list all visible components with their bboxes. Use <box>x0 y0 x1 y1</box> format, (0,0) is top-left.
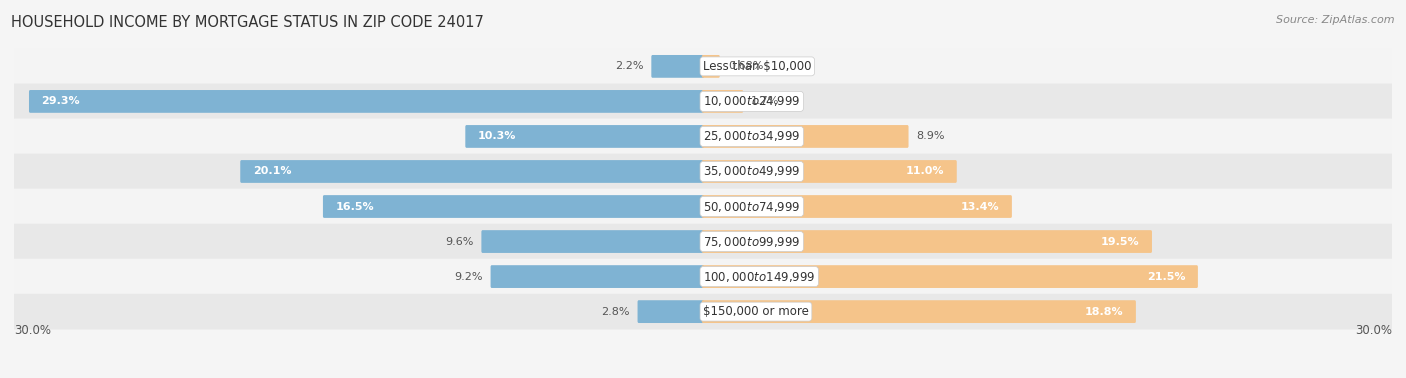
FancyBboxPatch shape <box>14 119 1392 154</box>
FancyBboxPatch shape <box>323 195 704 218</box>
Text: 9.2%: 9.2% <box>454 271 482 282</box>
Text: 21.5%: 21.5% <box>1147 271 1185 282</box>
Text: $35,000 to $49,999: $35,000 to $49,999 <box>703 164 800 178</box>
FancyBboxPatch shape <box>14 224 1392 259</box>
Text: $10,000 to $24,999: $10,000 to $24,999 <box>703 94 800 108</box>
Text: 13.4%: 13.4% <box>960 201 1000 212</box>
FancyBboxPatch shape <box>702 160 956 183</box>
FancyBboxPatch shape <box>14 294 1392 330</box>
FancyBboxPatch shape <box>637 300 704 323</box>
FancyBboxPatch shape <box>702 90 744 113</box>
Text: 19.5%: 19.5% <box>1101 237 1139 246</box>
FancyBboxPatch shape <box>465 125 704 148</box>
FancyBboxPatch shape <box>14 153 1392 189</box>
Text: HOUSEHOLD INCOME BY MORTGAGE STATUS IN ZIP CODE 24017: HOUSEHOLD INCOME BY MORTGAGE STATUS IN Z… <box>11 15 484 30</box>
FancyBboxPatch shape <box>14 48 1392 84</box>
FancyBboxPatch shape <box>491 265 704 288</box>
FancyBboxPatch shape <box>30 90 704 113</box>
Text: 1.7%: 1.7% <box>751 96 779 107</box>
Text: 29.3%: 29.3% <box>42 96 80 107</box>
Text: 18.8%: 18.8% <box>1084 307 1123 317</box>
Text: 8.9%: 8.9% <box>917 132 945 141</box>
FancyBboxPatch shape <box>702 265 1198 288</box>
Text: 11.0%: 11.0% <box>905 166 945 177</box>
FancyBboxPatch shape <box>240 160 704 183</box>
FancyBboxPatch shape <box>14 259 1392 294</box>
Text: 16.5%: 16.5% <box>336 201 374 212</box>
FancyBboxPatch shape <box>702 195 1012 218</box>
Text: $25,000 to $34,999: $25,000 to $34,999 <box>703 129 800 143</box>
Text: $50,000 to $74,999: $50,000 to $74,999 <box>703 200 800 214</box>
Text: 10.3%: 10.3% <box>478 132 516 141</box>
Text: Less than $10,000: Less than $10,000 <box>703 60 811 73</box>
Text: Source: ZipAtlas.com: Source: ZipAtlas.com <box>1277 15 1395 25</box>
Text: 20.1%: 20.1% <box>253 166 291 177</box>
FancyBboxPatch shape <box>702 300 1136 323</box>
Text: $150,000 or more: $150,000 or more <box>703 305 808 318</box>
Text: $100,000 to $149,999: $100,000 to $149,999 <box>703 270 815 284</box>
FancyBboxPatch shape <box>702 55 720 78</box>
FancyBboxPatch shape <box>702 230 1152 253</box>
Text: 0.68%: 0.68% <box>728 61 763 71</box>
Text: 30.0%: 30.0% <box>14 324 51 338</box>
FancyBboxPatch shape <box>481 230 704 253</box>
Text: 9.6%: 9.6% <box>444 237 474 246</box>
Text: 2.2%: 2.2% <box>614 61 644 71</box>
FancyBboxPatch shape <box>14 189 1392 225</box>
FancyBboxPatch shape <box>14 84 1392 119</box>
Text: 2.8%: 2.8% <box>600 307 630 317</box>
FancyBboxPatch shape <box>651 55 704 78</box>
Text: 30.0%: 30.0% <box>1355 324 1392 338</box>
FancyBboxPatch shape <box>702 125 908 148</box>
Text: $75,000 to $99,999: $75,000 to $99,999 <box>703 235 800 249</box>
